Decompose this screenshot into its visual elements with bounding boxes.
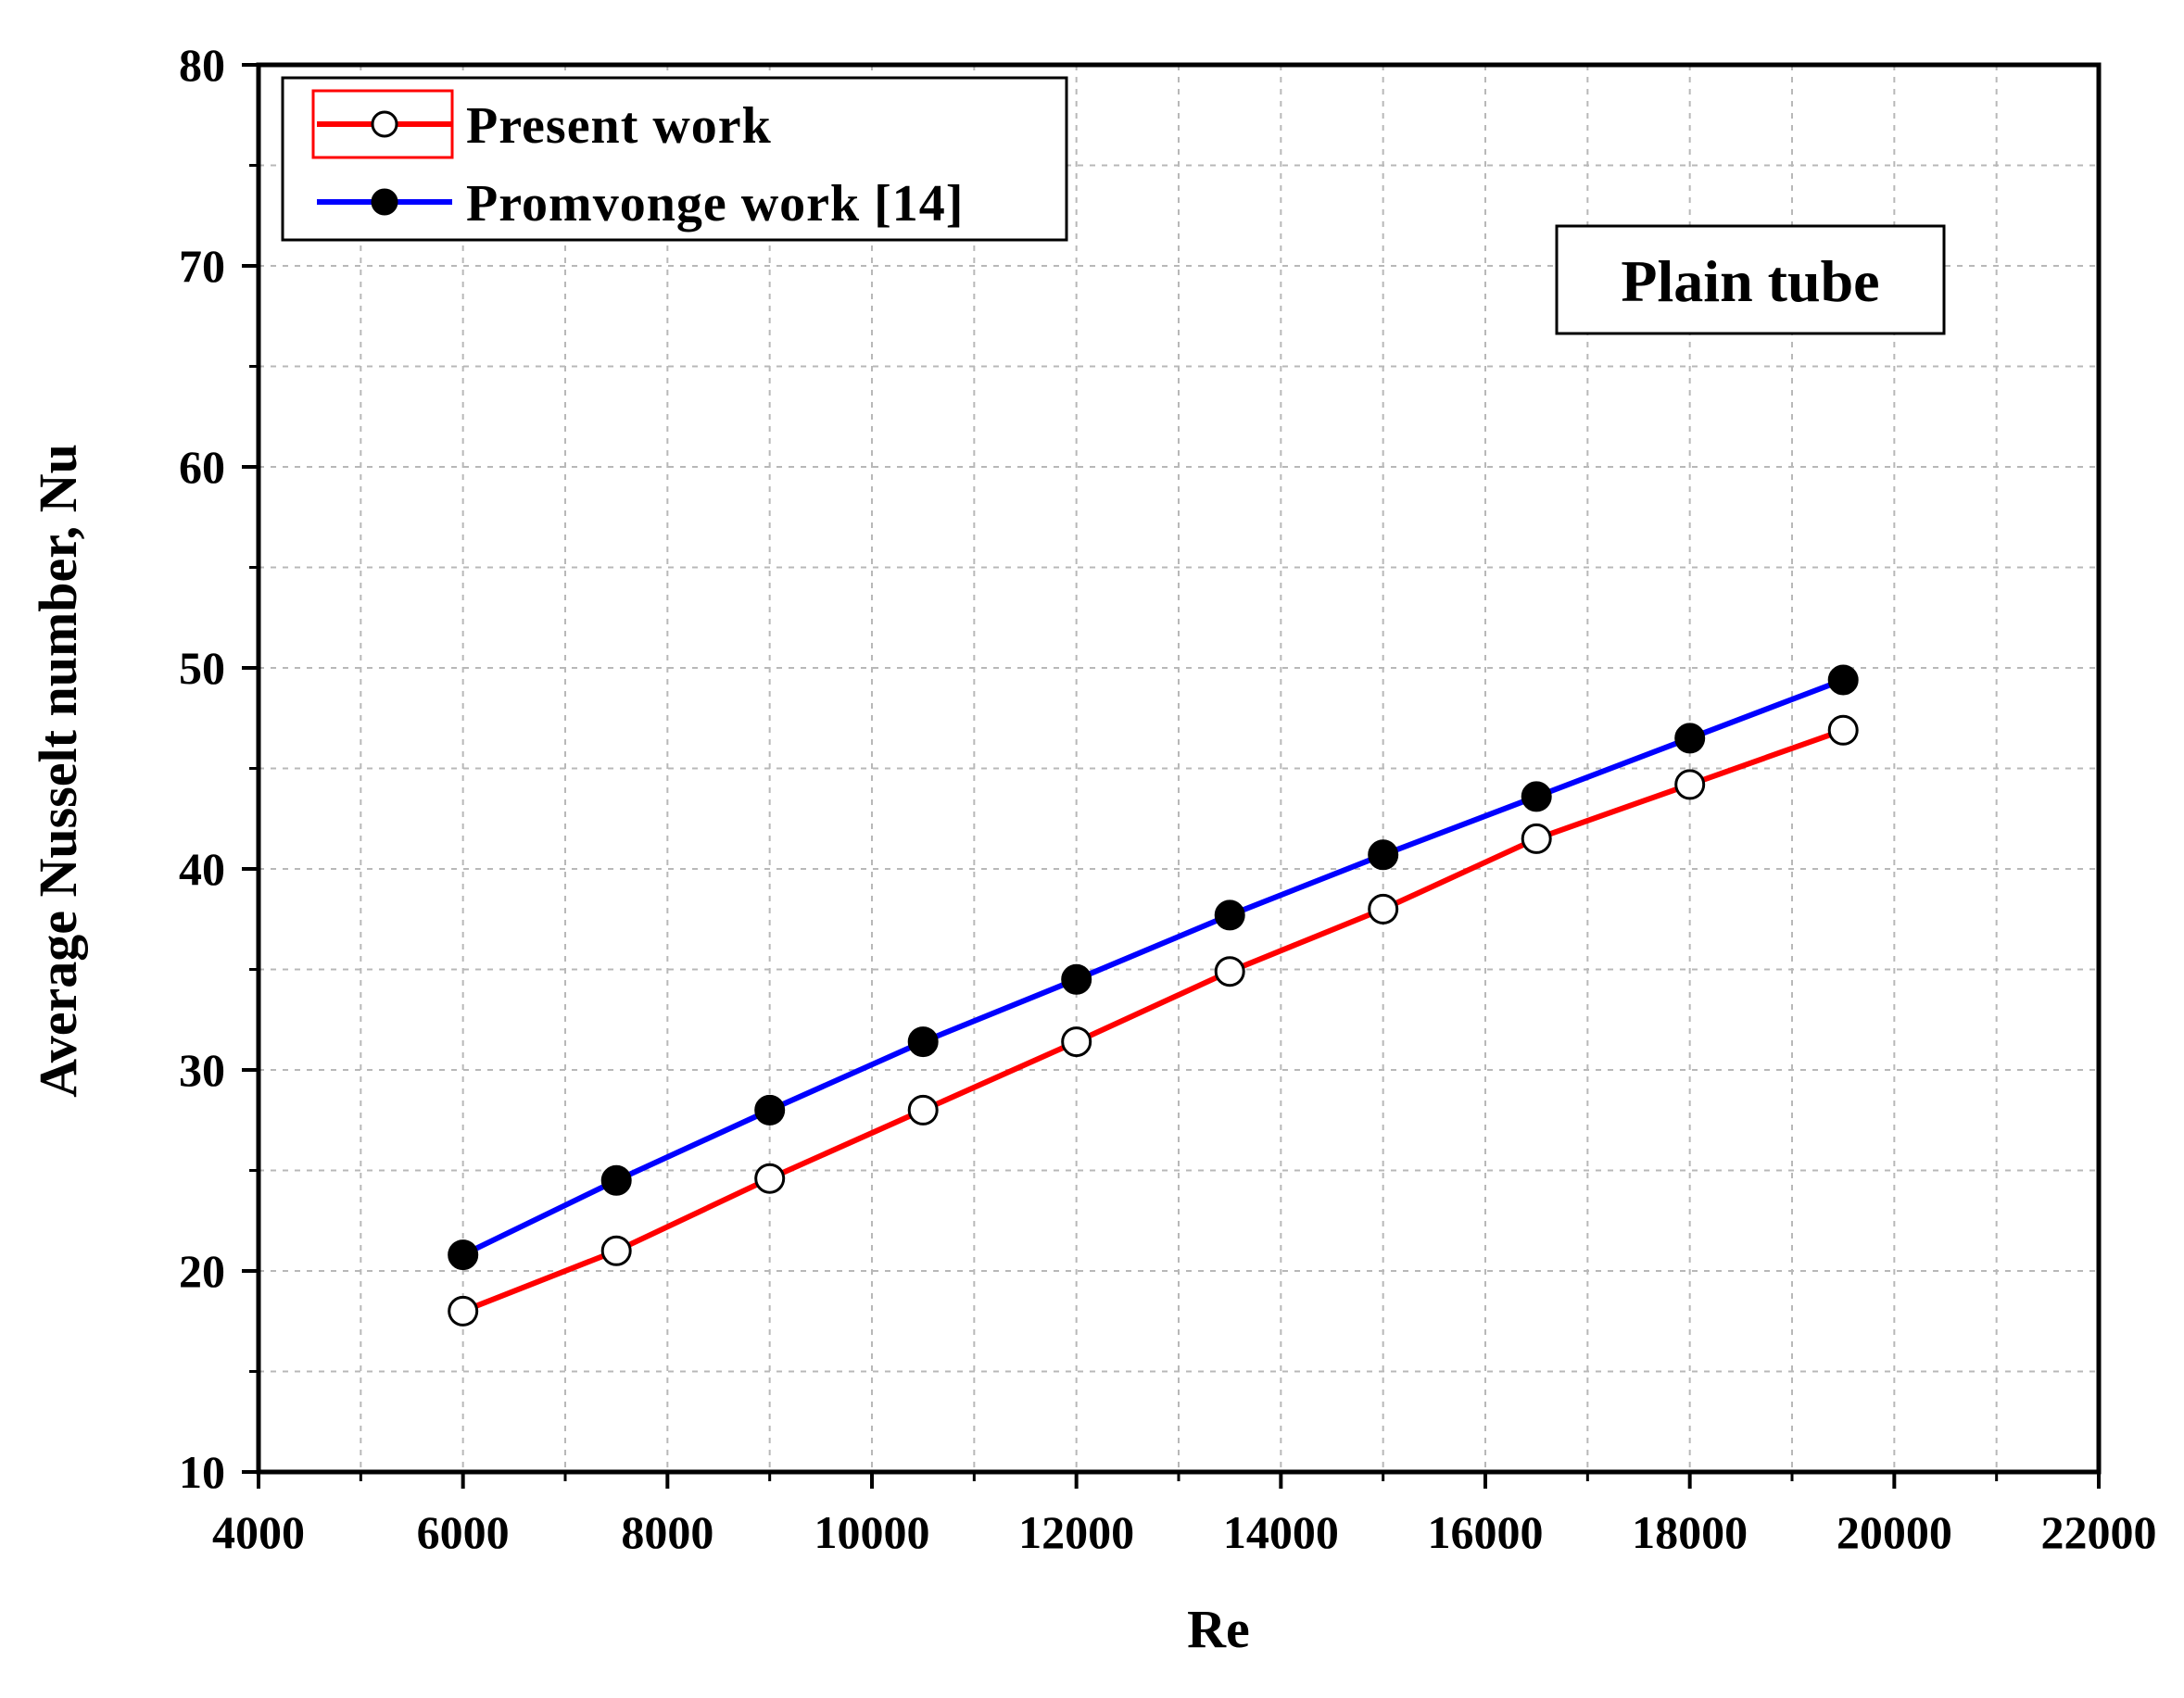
y-axis-title: Average Nusselt number, Nu [28, 444, 88, 1098]
annotation-box: Plain tube [1555, 224, 1946, 335]
data-point-series-1 [1214, 899, 1245, 931]
data-point-series-0 [1214, 956, 1245, 987]
x-tick-label: 12000 [1018, 1506, 1134, 1558]
axis-ticks [242, 63, 2101, 1489]
x-tick-label: 18000 [1632, 1506, 1748, 1558]
x-tick-label: 10000 [814, 1506, 930, 1558]
legend-item-present-work: Present work [311, 89, 772, 159]
data-point-series-0 [1827, 714, 1859, 746]
y-tick-label: 10 [179, 1446, 225, 1498]
data-point-series-0 [754, 1163, 786, 1194]
legend-label-promvonge-work: Promvonge work [14] [466, 175, 964, 233]
x-tick-label: 4000 [212, 1506, 305, 1558]
data-point-series-0 [907, 1094, 939, 1126]
legend-label-present-work: Present work [466, 97, 772, 155]
x-tick-labels: 4000 6000 8000 10000 12000 14000 16000 18000 200… [212, 1506, 2157, 1558]
x-axis-title: Re [1187, 1599, 1250, 1659]
data-point-series-0 [1061, 1026, 1092, 1058]
y-tick-label: 80 [179, 39, 225, 91]
data-point-series-1 [600, 1164, 632, 1196]
data-point-series-1 [1061, 963, 1092, 995]
y-tick-label: 20 [179, 1245, 225, 1297]
series-line-1 [461, 677, 1845, 1258]
data-point-series-1 [448, 1239, 479, 1271]
y-tick-labels: 10 20 30 40 50 60 70 80 [179, 39, 225, 1498]
data-point-series-0 [448, 1295, 479, 1327]
y-tick-label: 40 [179, 843, 225, 895]
data-point-series-1 [1827, 664, 1859, 696]
legend-item-promvonge-work: Promvonge work [14] [317, 175, 964, 233]
data-point-series-0 [600, 1235, 632, 1266]
legend: Present work Promvonge work [14] [281, 76, 1068, 242]
series [448, 664, 1859, 1327]
series-line-0 [461, 727, 1845, 1314]
x-tick-label: 16000 [1428, 1506, 1544, 1558]
data-point-series-1 [1521, 781, 1552, 812]
data-point-series-0 [1521, 823, 1552, 854]
x-tick-label: 20000 [1837, 1506, 1952, 1558]
y-tick-label: 50 [179, 642, 225, 694]
data-point-series-1 [1368, 839, 1399, 871]
legend-marker-filled-circle [371, 188, 398, 216]
data-point-series-1 [1674, 723, 1706, 754]
y-tick-label: 70 [179, 240, 225, 292]
data-point-series-1 [907, 1026, 939, 1058]
data-point-series-0 [1674, 769, 1706, 800]
annotation-label: Plain tube [1621, 248, 1879, 314]
x-tick-label: 22000 [2041, 1506, 2157, 1558]
data-point-series-1 [754, 1094, 786, 1126]
legend-marker-open-circle [371, 110, 398, 138]
y-tick-label: 30 [179, 1044, 225, 1096]
data-point-series-0 [1368, 893, 1399, 924]
x-tick-label: 6000 [417, 1506, 510, 1558]
y-tick-label: 60 [179, 441, 225, 493]
x-tick-label: 14000 [1223, 1506, 1339, 1558]
x-tick-label: 8000 [621, 1506, 713, 1558]
annotation-frame [1555, 224, 1946, 335]
